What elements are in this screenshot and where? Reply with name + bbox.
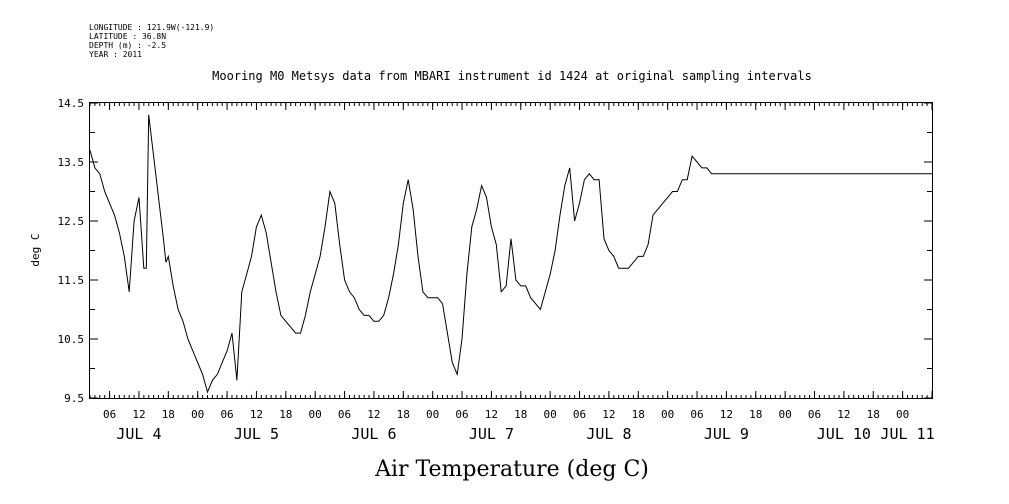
minor-ticks (89, 103, 933, 398)
x-tick-label: 06 (103, 408, 116, 421)
meta-longitude: LONGITUDE : 121.9W(-121.9) (89, 23, 214, 32)
day-label: JUL 9 (704, 425, 749, 443)
y-tick-label: 12.5 (58, 215, 85, 228)
x-tick-label: 00 (544, 408, 557, 421)
meta-depth: DEPTH (m) : -2.5 (89, 41, 166, 50)
x-tick-label: 06 (690, 408, 703, 421)
plot-frame (89, 102, 933, 399)
meta-year: YEAR : 2011 (89, 50, 142, 59)
day-labels: JUL 4 JUL 5 JUL 6 JUL 7 JUL 8 JUL 9 JUL 10 JUL … (116, 425, 934, 443)
x-tick-label: 00 (191, 408, 204, 421)
x-tick-label: 00 (661, 408, 674, 421)
day-label: JUL 7 (469, 425, 514, 443)
y-tick-label: 9.5 (64, 392, 84, 405)
x-tick-label: 12 (367, 408, 380, 421)
day-label: JUL 5 (234, 425, 279, 443)
x-tick-label: 00 (896, 408, 909, 421)
x-tick-label: 12 (602, 408, 615, 421)
x-tick-label: 00 (309, 408, 322, 421)
x-tick-label: 06 (573, 408, 586, 421)
y-tick-label: 11.5 (58, 274, 85, 287)
x-tick-label: 06 (455, 408, 468, 421)
chart-title: Mooring M0 Metsys data from MBARI instru… (212, 69, 812, 83)
day-label: JUL 4 (116, 425, 161, 443)
y-tick-label: 13.5 (58, 156, 85, 169)
x-tick-label: 00 (779, 408, 792, 421)
day-label: JUL 11 (880, 425, 934, 443)
meta-latitude: LATITUDE : 36.8N (89, 32, 166, 41)
x-tick-label: 18 (514, 408, 527, 421)
x-tick-label: 18 (162, 408, 175, 421)
x-tick-label: 06 (220, 408, 233, 421)
x-tick-label: 12 (837, 408, 850, 421)
day-label: JUL 8 (586, 425, 631, 443)
x-tick-label: 12 (132, 408, 145, 421)
x-tick-label: 00 (426, 408, 439, 421)
x-tick-label: 06 (808, 408, 821, 421)
x-tick-label: 12 (250, 408, 263, 421)
x-tick-label: 06 (338, 408, 351, 421)
day-label: JUL 6 (351, 425, 396, 443)
x-tick-label: 12 (485, 408, 498, 421)
y-tick-label: 14.5 (58, 97, 85, 110)
day-label: JUL 10 (817, 425, 871, 443)
y-tick-label: 10.5 (58, 333, 85, 346)
x-tick-label: 18 (867, 408, 880, 421)
x-tick-label: 18 (279, 408, 292, 421)
x-tick-label: 18 (397, 408, 410, 421)
x-tick-label: 18 (749, 408, 762, 421)
x-tick-label: 18 (632, 408, 645, 421)
y-axis-ticks: 9.5 10.5 11.5 12.5 13.5 14.5 (58, 97, 932, 405)
x-axis-ticks: 06 12 18 00 06 12 18 00 06 12 18 00 06 12 18 00 06 12 18 00… (103, 103, 933, 421)
air-temperature-series-line (89, 114, 932, 394)
x-tick-label: 12 (720, 408, 733, 421)
y-axis-label: deg C (29, 233, 42, 266)
bottom-title: Air Temperature (deg C) (374, 457, 649, 482)
